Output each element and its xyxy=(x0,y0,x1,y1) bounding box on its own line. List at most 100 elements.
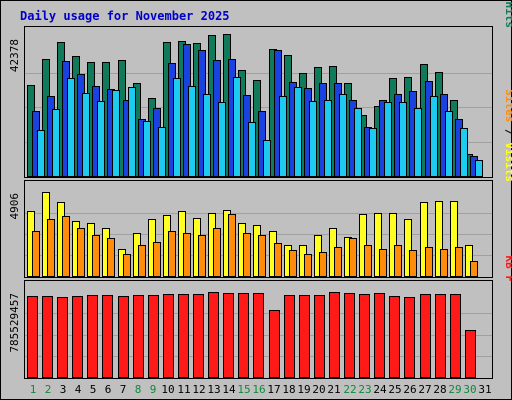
series-sites xyxy=(32,214,478,277)
bar-pages-day-11 xyxy=(188,86,196,177)
legend-kb-f: KB F xyxy=(503,256,512,283)
bar-sites-day-17 xyxy=(274,243,282,277)
bar-kb-f-day-13 xyxy=(208,292,219,378)
day-label-3: 3 xyxy=(60,383,67,396)
panel-legend: Pages / Files / Hits xyxy=(503,0,512,28)
bar-sites-day-16 xyxy=(258,235,266,277)
day-label-29: 29 xyxy=(448,383,461,396)
bar-kb-f-day-9 xyxy=(148,295,159,378)
day-label-19: 19 xyxy=(297,383,310,396)
bar-sites-day-5 xyxy=(92,235,100,277)
day-label-14: 14 xyxy=(222,383,236,396)
day-label-9: 9 xyxy=(150,383,157,396)
bar-pages-day-22 xyxy=(354,108,362,177)
series-pages xyxy=(37,77,483,177)
bar-kb-f-day-27 xyxy=(420,294,431,378)
bar-kb-f-day-16 xyxy=(253,293,264,378)
bar-sites-day-28 xyxy=(440,249,448,277)
bar-sites-day-30 xyxy=(470,261,478,277)
day-label-18: 18 xyxy=(282,383,295,396)
bar-pages-day-20 xyxy=(324,100,332,177)
bar-kb-f-day-1 xyxy=(27,296,38,378)
bar-pages-day-13 xyxy=(218,102,226,177)
bar-kb-f-day-8 xyxy=(133,295,144,378)
legend-separator: / xyxy=(503,122,512,142)
panel-legend: Sites / Visits xyxy=(503,89,512,182)
panel-legend: KB F xyxy=(503,256,512,283)
legend-sites: Sites xyxy=(503,89,512,122)
bar-pages-day-30 xyxy=(475,160,483,177)
bar-pages-day-26 xyxy=(414,108,422,177)
day-label-20: 20 xyxy=(312,383,325,396)
bar-kb-f-day-6 xyxy=(102,295,113,378)
bar-pages-day-5 xyxy=(97,101,105,177)
day-label-6: 6 xyxy=(105,383,112,396)
day-label-25: 25 xyxy=(388,383,401,396)
bar-kb-f-day-11 xyxy=(178,294,189,378)
bar-kb-f-day-23 xyxy=(359,294,370,378)
day-label-10: 10 xyxy=(161,383,174,396)
panel-kbytes: 785529457 KB F xyxy=(8,256,512,379)
legend-separator: / xyxy=(503,0,512,2)
bar-visits-day-29 xyxy=(450,201,458,277)
bar-sites-day-2 xyxy=(47,219,55,277)
bar-sites-day-25 xyxy=(394,245,402,277)
legend-hits: Hits xyxy=(503,2,512,29)
bar-sites-day-24 xyxy=(379,249,387,277)
bar-pages-day-25 xyxy=(399,102,407,177)
day-label-13: 13 xyxy=(207,383,220,396)
bar-sites-day-18 xyxy=(289,250,297,277)
day-label-31: 31 xyxy=(478,383,491,396)
bar-kb-f-day-12 xyxy=(193,294,204,378)
bar-pages-day-10 xyxy=(173,78,181,177)
chart-panels: 42378 Pages / Files / Hits 4906 Sites / Vis… xyxy=(8,0,512,379)
bar-kb-f-day-21 xyxy=(329,292,340,378)
bar-kb-f-day-29 xyxy=(450,294,461,378)
bar-kb-f-day-19 xyxy=(299,295,310,378)
bar-pages-day-2 xyxy=(52,109,60,177)
bar-sites-day-20 xyxy=(319,252,327,277)
day-label-1: 1 xyxy=(30,383,37,396)
day-label-24: 24 xyxy=(373,383,387,396)
day-label-16: 16 xyxy=(252,383,265,396)
bar-sites-day-11 xyxy=(183,233,191,277)
bar-sites-day-10 xyxy=(168,231,176,277)
bar-kb-f-day-4 xyxy=(72,296,83,378)
bar-kb-f-day-25 xyxy=(389,296,400,378)
bar-pages-day-12 xyxy=(203,94,211,177)
bar-pages-day-19 xyxy=(309,101,317,177)
panel-hits: 42378 Pages / Files / Hits xyxy=(8,0,512,178)
day-label-26: 26 xyxy=(403,383,416,396)
panel-max-label: 785529457 xyxy=(8,293,21,353)
day-label-23: 23 xyxy=(358,383,371,396)
bar-kb-f-day-18 xyxy=(284,295,295,378)
bar-sites-day-14 xyxy=(228,214,236,277)
chart-title: Daily usage for November 2025 xyxy=(20,9,230,23)
bar-pages-day-23 xyxy=(369,128,377,177)
bar-sites-day-8 xyxy=(138,245,146,277)
day-label-5: 5 xyxy=(90,383,97,396)
day-label-15: 15 xyxy=(237,383,250,396)
bar-kb-f-day-22 xyxy=(344,293,355,378)
day-label-30: 30 xyxy=(463,383,476,396)
bar-kb-f-day-17 xyxy=(269,310,280,378)
day-label-2: 2 xyxy=(45,383,52,396)
bar-pages-day-24 xyxy=(384,102,392,177)
bar-sites-day-6 xyxy=(107,238,115,277)
bar-pages-day-29 xyxy=(460,128,468,177)
day-label-27: 27 xyxy=(418,383,431,396)
bar-pages-day-21 xyxy=(339,94,347,177)
bar-kb-f-day-26 xyxy=(404,297,415,378)
bar-pages-day-4 xyxy=(82,93,90,177)
bar-kb-f-day-30 xyxy=(465,330,476,378)
bar-kb-f-day-20 xyxy=(314,295,325,378)
bar-sites-day-26 xyxy=(409,250,417,277)
bar-sites-day-22 xyxy=(349,238,357,277)
bar-pages-day-14 xyxy=(233,77,241,177)
bar-visits-day-27 xyxy=(420,202,428,277)
bar-pages-day-9 xyxy=(158,127,166,177)
bar-kb-f-day-15 xyxy=(238,293,249,378)
bar-pages-day-27 xyxy=(430,96,438,177)
bar-pages-day-16 xyxy=(263,140,271,177)
